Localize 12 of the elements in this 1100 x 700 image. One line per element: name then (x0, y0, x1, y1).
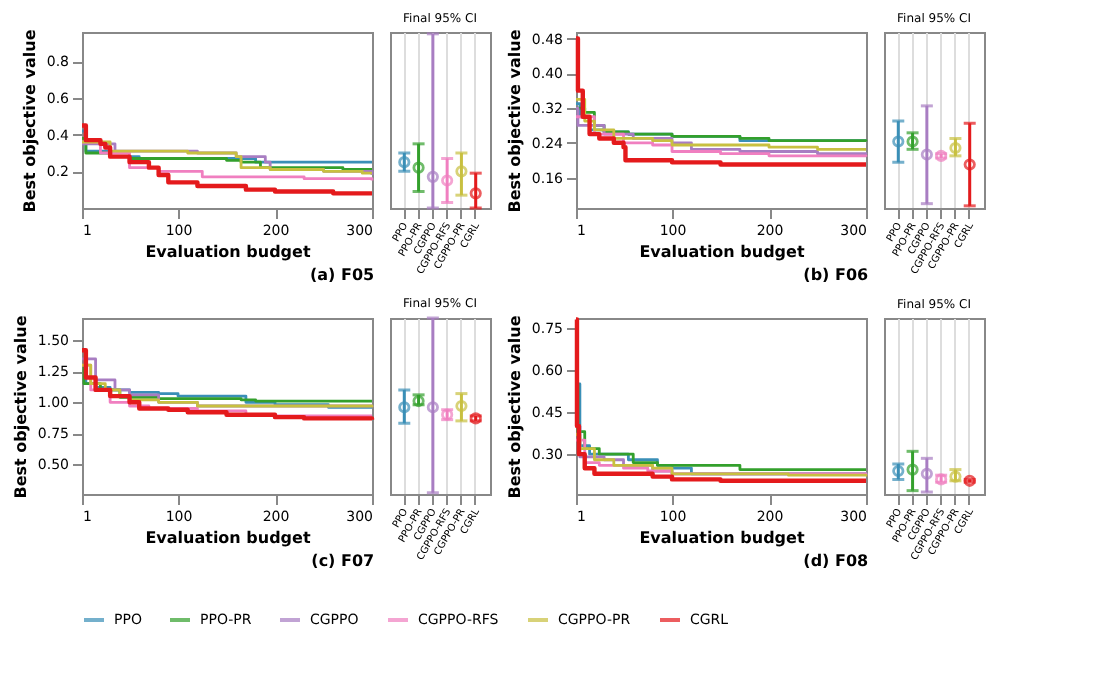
text: (c) F07 (311, 552, 375, 570)
x-axis-title: Evaluation budget (145, 529, 311, 547)
text: (d) F08 (803, 552, 870, 570)
x-axis-title: Evaluation budget (639, 529, 805, 547)
text: (a) F05 (310, 266, 376, 284)
y-axis-title: Best objective value (11, 314, 30, 499)
y-axis-title: Best objective value (20, 28, 39, 213)
x-axis-title: Evaluation budget (145, 243, 311, 261)
text: (b) F06 (803, 266, 870, 284)
y-axis-title: Best objective value (505, 314, 524, 499)
x-axis-title: Evaluation budget (639, 243, 805, 261)
y-axis-title: Best objective value (505, 28, 524, 213)
